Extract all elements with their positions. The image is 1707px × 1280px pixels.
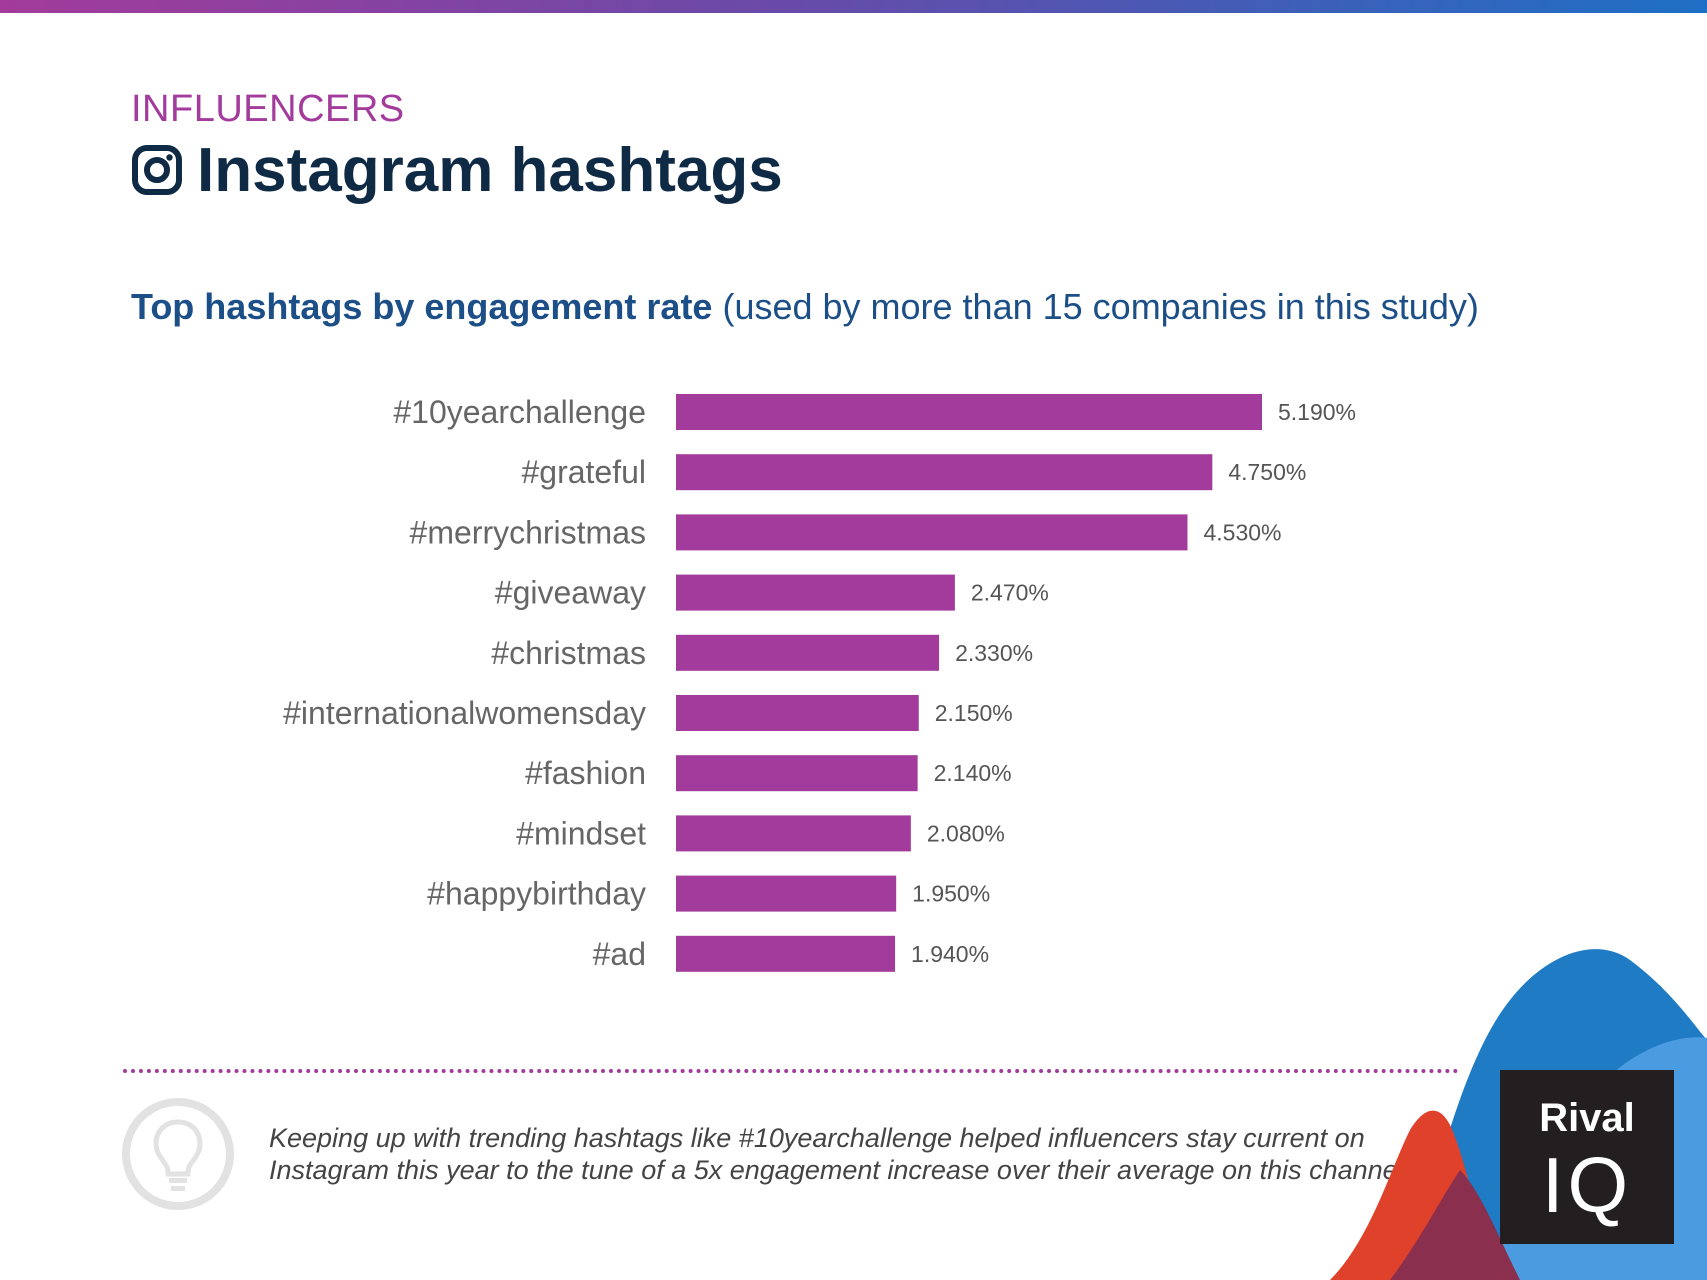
tip-line-1: Keeping up with trending hashtags like #… bbox=[269, 1123, 1365, 1153]
category-label: #grateful bbox=[521, 454, 646, 490]
instagram-icon bbox=[132, 145, 182, 195]
category-label: #mindset bbox=[516, 815, 646, 851]
bar bbox=[676, 755, 918, 792]
value-label: 4.530% bbox=[1203, 519, 1281, 545]
bar bbox=[676, 935, 896, 972]
value-label: 4.750% bbox=[1228, 459, 1306, 485]
subtitle-bold: Top hashtags by engagement rate bbox=[131, 286, 713, 327]
category-label: #ad bbox=[593, 936, 646, 972]
category-label: #happybirthday bbox=[427, 876, 646, 912]
bar bbox=[676, 875, 897, 912]
dotted-divider bbox=[123, 1069, 1459, 1073]
bar bbox=[676, 574, 955, 611]
category-label: #christmas bbox=[491, 635, 646, 671]
page-title: Instagram hashtags bbox=[197, 135, 783, 205]
value-label: 1.950% bbox=[912, 881, 990, 907]
subtitle-note: (used by more than 15 companies in this … bbox=[712, 286, 1479, 327]
top-gradient-bar bbox=[0, 0, 1707, 13]
category-label: #fashion bbox=[525, 755, 646, 791]
rival-iq-logo: Rival IQ bbox=[1500, 1070, 1674, 1244]
bar bbox=[676, 695, 919, 731]
bar bbox=[676, 815, 911, 852]
bar-chart: #10yearchallenge 5.190% #grateful 4.750% #me… bbox=[283, 394, 1356, 972]
section-label: INFLUENCERS bbox=[131, 88, 405, 130]
value-label: 2.080% bbox=[927, 820, 1005, 846]
tip-text: Keeping up with trending hashtags like #… bbox=[269, 1122, 1419, 1186]
value-label: 2.470% bbox=[971, 580, 1049, 606]
logo-text-top: Rival bbox=[1539, 1096, 1635, 1140]
category-label: #10yearchallenge bbox=[393, 394, 646, 430]
bar bbox=[676, 454, 1213, 491]
value-label: 2.150% bbox=[935, 700, 1013, 726]
category-label: #internationalwomensday bbox=[283, 695, 646, 731]
bar bbox=[676, 394, 1262, 430]
value-label: 1.940% bbox=[911, 941, 989, 967]
title-row: Instagram hashtags bbox=[131, 136, 783, 205]
category-label: #giveaway bbox=[495, 575, 646, 611]
chart-subtitle: Top hashtags by engagement rate (used by… bbox=[131, 286, 1479, 328]
tip-line-2: Instagram this year to the tune of a 5x … bbox=[269, 1155, 1412, 1185]
value-label: 2.330% bbox=[955, 640, 1033, 666]
category-label: #merrychristmas bbox=[410, 514, 646, 550]
bar bbox=[676, 634, 940, 671]
lightbulb-icon bbox=[122, 1098, 234, 1210]
value-label: 2.140% bbox=[934, 760, 1012, 786]
logo-text-bottom: IQ bbox=[1541, 1141, 1633, 1229]
value-label: 5.190% bbox=[1278, 399, 1356, 425]
bar bbox=[676, 514, 1188, 551]
